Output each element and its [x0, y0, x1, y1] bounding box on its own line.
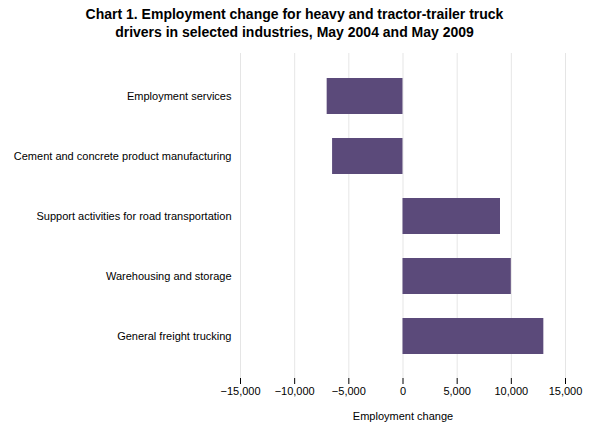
svg-text:0: 0 [400, 385, 406, 397]
svg-text:Cement and concrete product ma: Cement and concrete product manufacturin… [14, 150, 232, 162]
svg-text:General freight trucking: General freight trucking [117, 330, 231, 342]
svg-text:−15,000: −15,000 [220, 385, 260, 397]
svg-text:Employment change: Employment change [353, 410, 453, 422]
svg-text:15,000: 15,000 [549, 385, 583, 397]
svg-text:−10,000: −10,000 [275, 385, 315, 397]
svg-text:5,000: 5,000 [443, 385, 471, 397]
svg-text:Support activities for road tr: Support activities for road transportati… [36, 210, 231, 222]
html-text:Chart 1. Employment change for: Chart 1. Employment change for heavy and… [85, 6, 504, 40]
svg-text:Warehousing and storage: Warehousing and storage [106, 270, 232, 282]
svg-text:10,000: 10,000 [495, 385, 529, 397]
svg-text:−5,000: −5,000 [332, 385, 366, 397]
svg-text:Employment services: Employment services [127, 90, 232, 102]
